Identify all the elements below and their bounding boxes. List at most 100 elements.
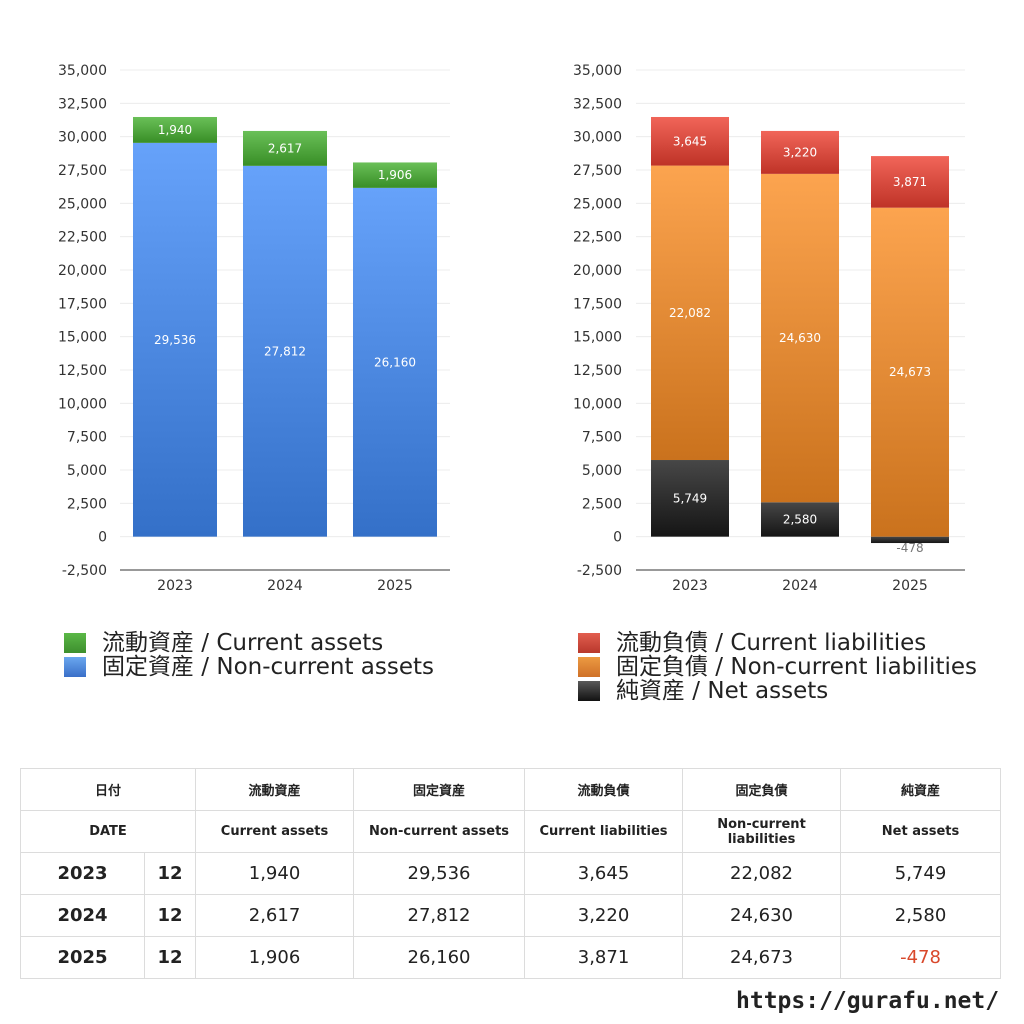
y-tick-label: 0 xyxy=(98,530,107,546)
table-row: 2023 12 1,940 29,536 3,645 22,082 5,749 xyxy=(20,852,1002,895)
legend-label: 固定資産 / Non-current assets xyxy=(102,654,435,680)
cell-noncurrent-assets: 29,536 xyxy=(353,852,526,895)
cell-noncurrent-assets: 27,812 xyxy=(353,894,526,937)
x-tick-label: 2025 xyxy=(892,578,928,594)
cell-current-liabilities: 3,871 xyxy=(524,936,684,979)
y-tick-label: 25,000 xyxy=(573,196,622,212)
y-tick-label: 2,500 xyxy=(582,496,622,512)
row-year: 2025 xyxy=(20,936,145,979)
liabilities-chart: 35,000 32,500 30,000 27,500 25,000 22,500 20,0… xyxy=(573,63,965,594)
data-label: 2,580 xyxy=(783,512,817,526)
data-label: 2,617 xyxy=(268,141,302,155)
data-label: 1,906 xyxy=(378,168,412,182)
cell-current-liabilities: 3,645 xyxy=(524,852,684,895)
y-tick-label: 32,500 xyxy=(573,96,622,112)
header-net-assets-jp: 純資産 xyxy=(840,768,1002,811)
y-tick-label: 0 xyxy=(613,530,622,546)
legend-swatch-net-assets xyxy=(578,681,600,701)
bar-segment xyxy=(651,116,729,166)
y-tick-label: 22,500 xyxy=(573,230,622,246)
y-tick-label: 20,000 xyxy=(573,263,622,279)
data-label: 26,160 xyxy=(374,355,416,369)
header-noncurrent-assets-en: Non-current assets xyxy=(353,810,526,853)
legend-swatch-current-assets xyxy=(64,633,86,653)
header-noncurrent-liabilities-en: Non-current liabilities xyxy=(682,810,842,853)
data-label: 3,871 xyxy=(893,175,927,189)
cell-noncurrent-liabilities: 24,630 xyxy=(682,894,842,937)
bar-segment xyxy=(133,116,217,143)
y-tick-label: 35,000 xyxy=(58,63,107,79)
y-tick-label: -2,500 xyxy=(577,563,622,579)
legend-label: 流動資産 / Current assets xyxy=(102,630,384,656)
x-tick-label: 2024 xyxy=(782,578,818,594)
data-label: 3,220 xyxy=(783,145,817,159)
row-month: 12 xyxy=(143,894,197,937)
site-url[interactable]: https://gurafu.net/ xyxy=(736,988,1000,1014)
cell-current-assets: 2,617 xyxy=(195,894,355,937)
bar-segment xyxy=(761,173,839,503)
data-label: 3,645 xyxy=(673,134,707,148)
cell-net-assets: 5,749 xyxy=(840,852,1002,895)
header-current-assets-jp: 流動資産 xyxy=(195,768,355,811)
y-tick-label: 10,000 xyxy=(58,396,107,412)
data-label: 5,749 xyxy=(673,491,707,505)
bar-segment xyxy=(353,187,437,537)
row-month: 12 xyxy=(143,936,197,979)
legend-swatch-current-liabilities xyxy=(578,633,600,653)
header-current-assets-en: Current assets xyxy=(195,810,355,853)
assets-chart: 35,000 32,500 30,000 27,500 25,000 22,500 20,0… xyxy=(58,63,450,594)
y-tick-label: 15,000 xyxy=(573,330,622,346)
table-row: 2025 12 1,906 26,160 3,871 24,673 -478 xyxy=(20,936,1002,979)
bar-segment xyxy=(243,165,327,537)
cell-noncurrent-liabilities: 22,082 xyxy=(682,852,842,895)
header-noncurrent-assets-jp: 固定資産 xyxy=(353,768,526,811)
cell-current-assets: 1,906 xyxy=(195,936,355,979)
header-date-en: DATE xyxy=(19,810,197,853)
table-header-row: DATE Current assets Non-current assets C… xyxy=(19,810,1002,853)
x-tick-label: 2023 xyxy=(157,578,193,594)
table-header-row: 日付 流動資産 固定資産 流動負債 固定負債 純資産 xyxy=(19,768,1002,811)
row-month: 12 xyxy=(143,852,197,895)
cell-noncurrent-liabilities: 24,673 xyxy=(682,936,842,979)
table-row: 2024 12 2,617 27,812 3,220 24,630 2,580 xyxy=(20,894,1002,937)
header-noncurrent-liabilities-jp: 固定負債 xyxy=(682,768,842,811)
legend-swatch-noncurrent-liabilities xyxy=(578,657,600,677)
legend-item: 流動資産 / Current assets xyxy=(64,631,434,655)
y-tick-label: 35,000 xyxy=(573,63,622,79)
bar-segment xyxy=(871,536,949,544)
header-net-assets-en: Net assets xyxy=(840,810,1002,853)
bar-segment xyxy=(651,460,729,537)
legend-item: 流動負債 / Current liabilities xyxy=(578,631,977,655)
y-tick-label: 2,500 xyxy=(67,496,107,512)
legend-label: 純資産 / Net assets xyxy=(616,678,829,704)
bar-segment xyxy=(761,502,839,537)
data-label: 27,812 xyxy=(264,344,306,358)
y-tick-label: 17,500 xyxy=(58,296,107,312)
legend-item: 固定資産 / Non-current assets xyxy=(64,655,434,679)
y-tick-label: 5,000 xyxy=(582,463,622,479)
bar-segment xyxy=(761,130,839,174)
data-label: -478 xyxy=(896,541,923,555)
legend-label: 流動負債 / Current liabilities xyxy=(616,630,927,656)
y-tick-label: -2,500 xyxy=(62,563,107,579)
data-label: 24,630 xyxy=(779,331,821,345)
liabilities-legend: 流動負債 / Current liabilities 固定負債 / Non-cu… xyxy=(578,631,977,703)
header-current-liabilities-jp: 流動負債 xyxy=(524,768,684,811)
x-tick-label: 2025 xyxy=(377,578,413,594)
y-tick-label: 15,000 xyxy=(58,330,107,346)
data-label: 1,940 xyxy=(158,123,192,137)
cell-net-assets: 2,580 xyxy=(840,894,1002,937)
y-tick-label: 7,500 xyxy=(67,430,107,446)
y-tick-label: 30,000 xyxy=(58,130,107,146)
cell-current-assets: 1,940 xyxy=(195,852,355,895)
y-tick-label: 27,500 xyxy=(58,163,107,179)
bar-segment xyxy=(243,130,327,166)
bar-segment xyxy=(871,207,949,537)
y-tick-label: 30,000 xyxy=(573,130,622,146)
y-tick-label: 25,000 xyxy=(58,196,107,212)
bar-segment xyxy=(133,142,217,537)
bar-segment xyxy=(871,156,949,208)
financial-table: 日付 流動資産 固定資産 流動負債 固定負債 純資産 DATE Current … xyxy=(19,768,1002,979)
y-tick-label: 12,500 xyxy=(573,363,622,379)
y-tick-label: 7,500 xyxy=(582,430,622,446)
